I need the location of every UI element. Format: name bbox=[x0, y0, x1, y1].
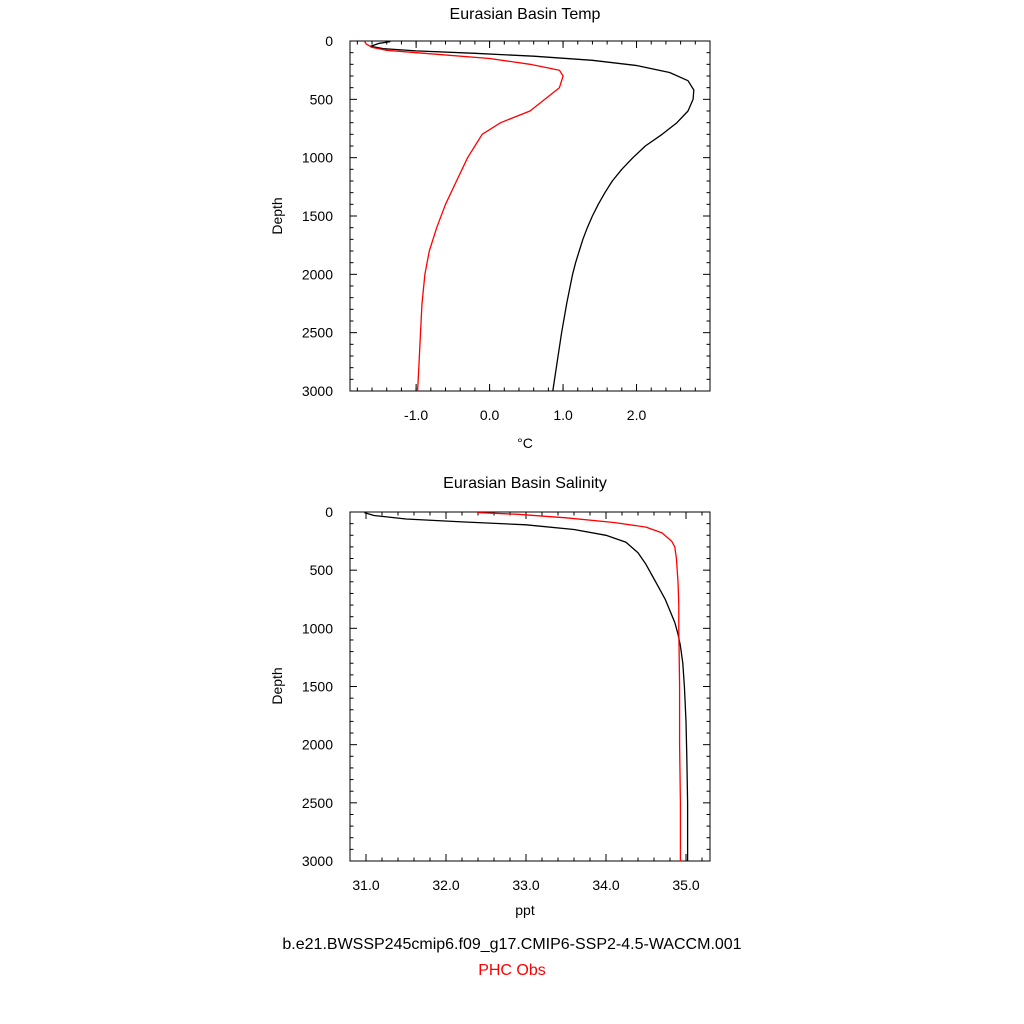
x-tick-label: 31.0 bbox=[352, 877, 379, 893]
x-tick-label: 33.0 bbox=[512, 877, 539, 893]
y-tick-label: 1000 bbox=[302, 150, 333, 166]
plot-frame bbox=[349, 511, 711, 862]
y-tick-label: 0 bbox=[325, 33, 333, 49]
plot-frame bbox=[349, 40, 711, 392]
x-tick-label: 32.0 bbox=[432, 877, 459, 893]
chart-title-salinity: Eurasian Basin Salinity bbox=[443, 475, 607, 492]
y-axis-label-salinity: Depth bbox=[269, 667, 285, 704]
y-tick-label: 1500 bbox=[302, 679, 333, 695]
salinity-panel: Eurasian Basin Salinity ppt Depth 31.0 32… bbox=[269, 475, 711, 918]
y-tick-label: 3000 bbox=[302, 383, 333, 399]
x-tick-label: -1.0 bbox=[404, 407, 428, 423]
y-tick-label: 2000 bbox=[302, 737, 333, 753]
temperature-panel: Eurasian Basin Temp °C Depth -1.0 0.0 1.0 2… bbox=[269, 6, 711, 451]
y-tick-label: 1000 bbox=[302, 620, 333, 636]
model-series-line bbox=[364, 511, 689, 861]
x-axis-label-salinity: ppt bbox=[515, 902, 535, 918]
legend-model-label: b.e21.BWSSP245cmip6.f09_g17.CMIP6-SSP2-4… bbox=[282, 936, 742, 953]
x-tick-label: 34.0 bbox=[592, 877, 619, 893]
y-tick-label: 500 bbox=[310, 91, 334, 107]
y-tick-label: 3000 bbox=[302, 853, 333, 869]
y-tick-label: 0 bbox=[325, 504, 333, 520]
y-tick-label: 2500 bbox=[302, 325, 333, 341]
y-tick-label: 1500 bbox=[302, 208, 333, 224]
obs-series-line bbox=[477, 511, 682, 861]
chart-title-temp: Eurasian Basin Temp bbox=[450, 6, 601, 23]
legend-obs-label: PHC Obs bbox=[478, 962, 546, 979]
y-axis-label-temp: Depth bbox=[269, 197, 285, 234]
x-tick-label: 35.0 bbox=[672, 877, 699, 893]
obs-series-line bbox=[364, 41, 564, 392]
y-tick-label: 2500 bbox=[302, 795, 333, 811]
x-tick-label: 1.0 bbox=[553, 407, 573, 423]
y-tick-label: 500 bbox=[310, 562, 334, 578]
x-tick-label: 0.0 bbox=[480, 407, 500, 423]
model-series-line bbox=[369, 40, 695, 392]
y-tick-label: 2000 bbox=[302, 266, 333, 282]
x-tick-label: 2.0 bbox=[627, 407, 647, 423]
x-axis-label-temp: °C bbox=[517, 435, 533, 451]
